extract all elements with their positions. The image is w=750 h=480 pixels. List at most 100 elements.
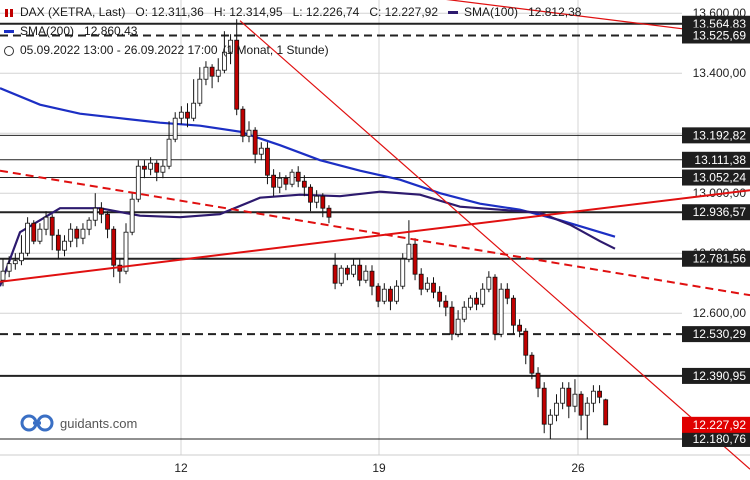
candle xyxy=(209,64,215,89)
candle-body xyxy=(480,288,486,305)
candle-body xyxy=(486,276,492,290)
candle xyxy=(498,283,504,338)
candle xyxy=(49,214,55,251)
candle-body xyxy=(517,324,522,332)
candle-body xyxy=(412,243,418,275)
last-price-label: 12.227,92 xyxy=(693,418,747,432)
candle xyxy=(142,160,147,179)
candle xyxy=(221,31,227,74)
level-badge-label: 12.180,76 xyxy=(693,432,747,446)
candle-body xyxy=(43,216,49,230)
candle xyxy=(246,121,252,143)
candle-body xyxy=(185,111,190,119)
candle-body xyxy=(572,393,578,407)
candle-body xyxy=(62,240,67,251)
candle xyxy=(135,160,141,203)
candle xyxy=(31,220,37,245)
sma200-line xyxy=(0,87,616,238)
candle xyxy=(252,127,258,164)
candle-body xyxy=(591,390,596,404)
candle xyxy=(344,265,350,281)
candle-body xyxy=(344,267,350,275)
horizontal-levels xyxy=(0,22,682,440)
candle-body xyxy=(394,285,400,302)
candle xyxy=(117,259,123,284)
candle xyxy=(148,157,154,176)
candle xyxy=(517,319,522,338)
candle xyxy=(351,259,356,278)
y-tick-label: 13.400,00 xyxy=(693,66,747,80)
candle-body xyxy=(535,372,541,389)
legend-low: L: 12.226,74 xyxy=(292,5,360,19)
candle-body xyxy=(142,165,147,170)
candle-body xyxy=(55,234,61,251)
candle-body xyxy=(388,288,393,302)
candle-body xyxy=(123,231,129,272)
candle-body xyxy=(92,207,98,221)
candle-body xyxy=(283,177,289,185)
candle-body xyxy=(314,195,320,203)
candle-body xyxy=(295,171,301,182)
x-tick-label: 12 xyxy=(174,461,188,475)
candle xyxy=(320,193,326,218)
level-badge-label: 12.390,95 xyxy=(693,369,747,383)
level-badge xyxy=(682,204,750,221)
candle xyxy=(6,256,12,278)
level-badge xyxy=(682,27,750,44)
candle xyxy=(265,142,270,185)
candle xyxy=(228,34,233,65)
legend-interval: (1 Monat, 1 Stunde) xyxy=(222,43,329,57)
candle-body xyxy=(277,177,283,188)
candle-body xyxy=(166,138,172,167)
trendline-3 xyxy=(446,0,750,38)
candle xyxy=(443,295,449,317)
legend-row-candles: DAX (XETRA, Last) O: 12.311,36 H: 12.314… xyxy=(4,3,581,22)
candle-body xyxy=(338,267,344,284)
candle-body xyxy=(37,228,43,242)
candle-body xyxy=(246,129,252,137)
candle xyxy=(584,397,590,440)
candle-body xyxy=(320,195,326,209)
candle xyxy=(258,142,264,161)
candle xyxy=(437,286,443,308)
candle-body xyxy=(584,402,590,416)
y-tick-label: 12.600,00 xyxy=(693,306,747,320)
candle xyxy=(289,169,295,188)
candle-body xyxy=(424,282,430,290)
sma100-swatch-icon xyxy=(448,11,459,14)
candle xyxy=(160,160,166,179)
watermark: guidants.com xyxy=(20,414,137,432)
candle-body xyxy=(547,414,553,425)
candle-body xyxy=(148,162,154,170)
candle xyxy=(474,292,479,311)
candle-body xyxy=(301,180,307,188)
candle xyxy=(388,286,393,311)
candle xyxy=(277,172,283,194)
x-tick-label: 19 xyxy=(372,461,386,475)
candle xyxy=(166,121,172,170)
candle-body xyxy=(467,297,473,308)
candle-body xyxy=(443,300,449,308)
candle-body xyxy=(554,402,559,416)
candle xyxy=(511,295,516,335)
candle xyxy=(363,265,369,284)
level-badge-label: 13.564,83 xyxy=(693,17,747,31)
legend-open: O: 12.311,36 xyxy=(135,5,204,19)
candle xyxy=(62,235,67,257)
candle xyxy=(12,253,18,270)
candle xyxy=(603,398,609,426)
candle xyxy=(535,367,541,398)
candle xyxy=(25,217,31,257)
guidants-logo-icon xyxy=(20,414,54,432)
level-badge xyxy=(682,326,750,343)
level-badge-label: 12.781,56 xyxy=(693,252,747,266)
candle-body xyxy=(191,102,197,119)
candle xyxy=(105,211,110,239)
candle-body xyxy=(498,288,504,335)
trendline-2 xyxy=(239,20,750,470)
legend-row-sma200: SMA(200) 12.860,43 xyxy=(4,22,581,41)
legend-sma100-value: 12.812,38 xyxy=(528,5,582,19)
candle xyxy=(597,385,602,404)
